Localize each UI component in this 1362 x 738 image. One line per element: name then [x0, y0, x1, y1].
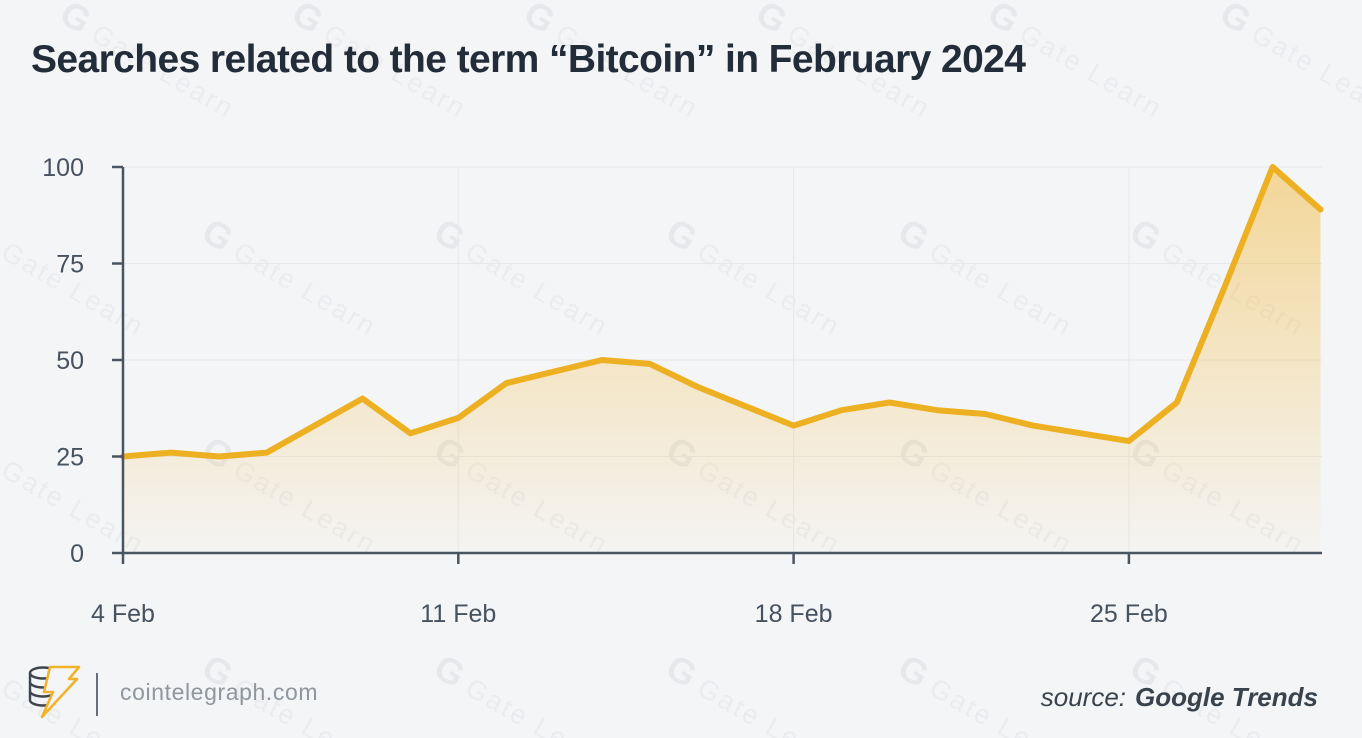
axes: [112, 165, 1322, 564]
y-axis-labels: 0 25 50 75 100: [42, 154, 84, 568]
x-axis-label: 25 Feb: [1090, 600, 1168, 628]
page-title: Searches related to the term “Bitcoin” i…: [31, 38, 1026, 81]
x-axis-label: 11 Feb: [420, 600, 496, 628]
y-axis-label: 25: [56, 444, 84, 472]
brand-url: cointelegraph.com: [120, 679, 319, 705]
x-axis-label: 4 Feb: [91, 600, 155, 628]
y-axis-label: 100: [42, 154, 84, 182]
area-fill: [123, 167, 1321, 553]
footer-divider: [96, 673, 98, 716]
x-axis-labels: 4 Feb 11 Feb 18 Feb 25 Feb: [91, 600, 1168, 628]
x-axis-label: 18 Feb: [755, 600, 833, 628]
source-label: source:: [1040, 682, 1126, 712]
y-axis-label: 50: [56, 347, 84, 375]
y-axis-label: 75: [56, 251, 84, 279]
cointelegraph-logo-icon: [28, 665, 81, 719]
trend-line: [120, 164, 1324, 460]
source-credit: source: Google Trends: [1041, 682, 1318, 713]
source-value: Google Trends: [1135, 682, 1318, 712]
y-axis-label: 0: [70, 540, 84, 568]
